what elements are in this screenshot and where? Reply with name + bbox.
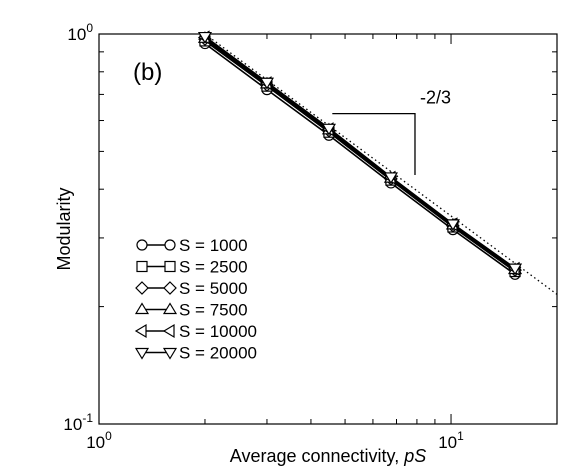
data-point	[197, 31, 213, 44]
legend-label: S = 2500	[179, 258, 248, 277]
data-point	[383, 172, 398, 185]
legend-marker	[136, 239, 148, 251]
data-point	[507, 263, 523, 276]
legend-marker	[136, 260, 148, 273]
legend-label: S = 20000	[179, 344, 257, 363]
x-axis-label-italic: pS	[403, 446, 426, 466]
tick-base: 10	[86, 433, 105, 452]
y-axis-label: Modularity	[54, 187, 74, 270]
tick-exponent: 0	[86, 21, 93, 35]
data-point	[259, 77, 275, 90]
panel-label: (b)	[133, 59, 162, 86]
tick-exponent: 1	[457, 429, 464, 443]
legend-marker	[163, 281, 177, 295]
tick-base: 10	[63, 415, 82, 434]
series-layer	[197, 30, 523, 280]
legend-marker	[134, 323, 147, 339]
legend: S = 1000 S = 2500 S = 5000 S = 7500 S = 1000…	[134, 236, 257, 363]
legend-item: S = 2500	[136, 258, 248, 277]
legend-marker	[135, 281, 149, 295]
y-tick-label: 100	[67, 21, 93, 44]
x-axis-label: Average connectivity, pS	[230, 446, 426, 466]
legend-item: S = 5000	[135, 279, 248, 298]
reference-line	[204, 33, 558, 295]
series	[199, 37, 521, 280]
tick-exponent: 0	[105, 429, 112, 443]
x-tick-label: 101	[438, 429, 464, 452]
x-axis-label-text: Average connectivity,	[230, 446, 404, 466]
data-point	[445, 219, 460, 232]
legend-label: S = 5000	[179, 279, 248, 298]
legend-label: S = 10000	[179, 322, 257, 341]
legend-item: S = 10000	[134, 322, 257, 341]
slope-triangle	[332, 112, 416, 175]
tick-base: 10	[438, 433, 457, 452]
legend-label: S = 7500	[179, 301, 248, 320]
series	[197, 31, 523, 276]
series-line	[204, 35, 516, 269]
legend-item: S = 1000	[136, 236, 248, 255]
slope-label: -2/3	[420, 88, 451, 108]
legend-marker	[134, 347, 150, 360]
data-point	[321, 123, 337, 136]
legend-item: S = 7500	[134, 301, 248, 320]
legend-marker	[162, 302, 178, 315]
legend-item: S = 20000	[134, 344, 257, 363]
tick-base: 10	[67, 25, 86, 44]
y-tick-label: 10-1	[63, 411, 93, 434]
x-tick-label: 100	[86, 429, 112, 452]
tick-exponent: -1	[82, 411, 93, 425]
plot-frame	[98, 33, 558, 425]
legend-marker	[164, 239, 176, 251]
legend-label: S = 1000	[179, 236, 248, 255]
series-line	[204, 40, 516, 273]
legend-marker	[162, 323, 175, 339]
legend-marker	[162, 347, 178, 360]
axis-ticks	[98, 33, 558, 425]
legend-marker	[164, 260, 176, 273]
legend-marker	[134, 302, 150, 315]
series-line	[204, 42, 516, 275]
